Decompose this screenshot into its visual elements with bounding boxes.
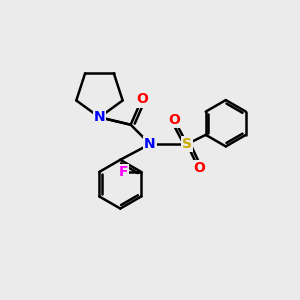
Text: N: N (144, 137, 156, 151)
Text: O: O (136, 92, 148, 106)
Text: F: F (119, 165, 128, 179)
Text: O: O (168, 113, 180, 127)
Text: S: S (182, 137, 192, 151)
Text: O: O (193, 161, 205, 175)
Text: N: N (94, 110, 105, 124)
